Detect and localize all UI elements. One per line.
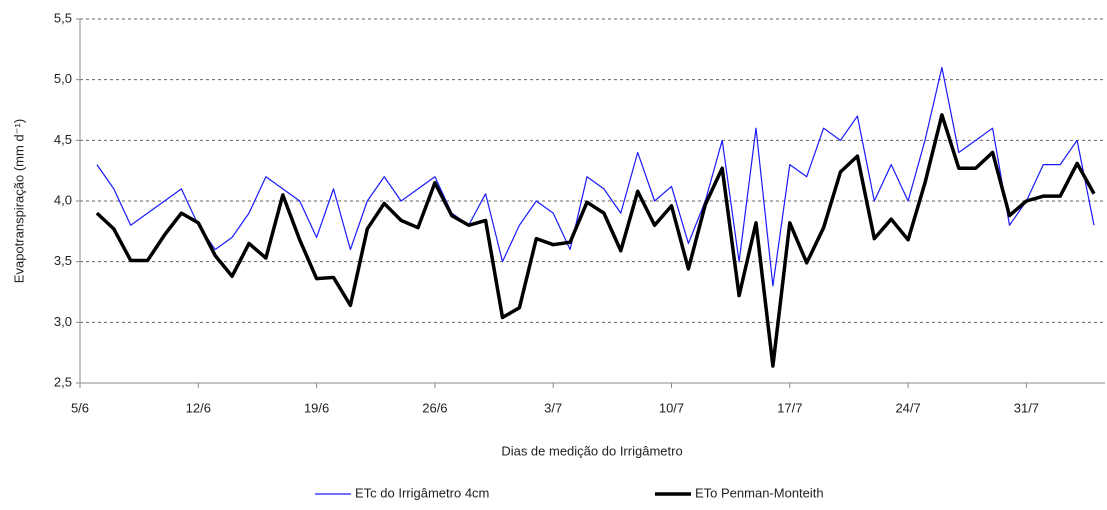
y-tick-label: 3,0 bbox=[54, 314, 72, 329]
y-tick-label: 4,0 bbox=[54, 192, 72, 207]
x-tick-label: 24/7 bbox=[895, 400, 920, 415]
x-tick-label: 17/7 bbox=[777, 400, 802, 415]
x-tick-label: 10/7 bbox=[659, 400, 684, 415]
legend-label: ETc do Irrigâmetro 4cm bbox=[355, 485, 489, 500]
y-tick-label: 5,0 bbox=[54, 71, 72, 86]
x-tick-label: 3/7 bbox=[544, 400, 562, 415]
x-tick-label: 31/7 bbox=[1014, 400, 1039, 415]
x-tick-label: 12/6 bbox=[186, 400, 211, 415]
x-tick-label: 5/6 bbox=[71, 400, 89, 415]
y-tick-label: 3,5 bbox=[54, 253, 72, 268]
y-tick-label: 4,5 bbox=[54, 132, 72, 147]
series-line bbox=[96, 66, 1095, 287]
x-tick-label: 19/6 bbox=[304, 400, 329, 415]
y-tick-label: 2,5 bbox=[54, 374, 72, 389]
x-axis-label: Dias de medição do Irrigâmetro bbox=[501, 443, 682, 458]
series-line bbox=[95, 113, 1096, 368]
y-axis-label: Evapotranspiração (mm d⁻¹) bbox=[11, 119, 26, 283]
legend-label: ETo Penman-Monteith bbox=[695, 485, 824, 500]
x-tick-label: 26/6 bbox=[422, 400, 447, 415]
y-tick-label: 5,5 bbox=[54, 10, 72, 25]
